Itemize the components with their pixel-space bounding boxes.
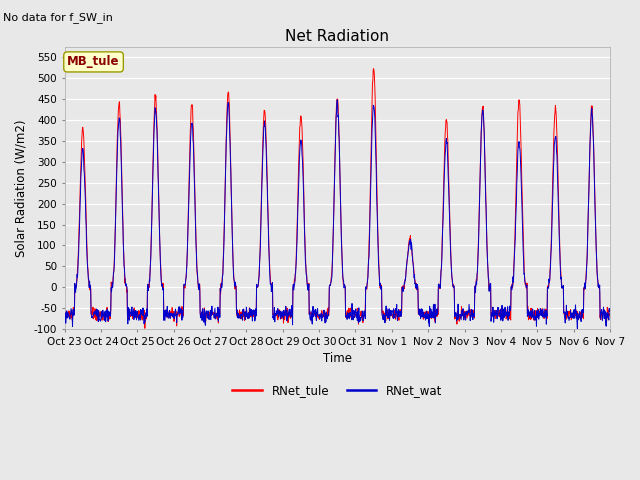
Text: MB_tule: MB_tule [67,55,120,69]
RNet_wat [333,97,341,103]
RNet_wat [243,308,251,314]
RNet_wat [541,311,549,317]
Text: No data for f_SW_in: No data for f_SW_in [3,12,113,23]
RNet_tule [422,311,430,317]
Y-axis label: Solar Radiation (W/m2): Solar Radiation (W/m2) [15,119,28,257]
RNet_wat [61,308,68,314]
Line: RNet_wat: RNet_wat [65,100,609,329]
RNet_wat [605,309,613,314]
RNet_tule [182,273,190,279]
RNet_tule [243,313,251,319]
X-axis label: Time: Time [323,352,352,365]
RNet_wat [573,326,581,332]
Legend: RNet_tule, RNet_wat: RNet_tule, RNet_wat [228,380,447,402]
RNet_wat [169,312,177,317]
RNet_tule [141,325,148,331]
Line: RNet_tule: RNet_tule [65,69,609,328]
RNet_wat [493,316,501,322]
RNet_tule [605,311,613,316]
Title: Net Radiation: Net Radiation [285,29,389,44]
RNet_tule [169,309,177,315]
RNet_wat [422,310,429,316]
RNet_tule [61,308,68,313]
RNet_tule [370,66,378,72]
RNet_wat [182,276,189,282]
RNet_tule [541,311,549,317]
RNet_tule [493,308,501,314]
